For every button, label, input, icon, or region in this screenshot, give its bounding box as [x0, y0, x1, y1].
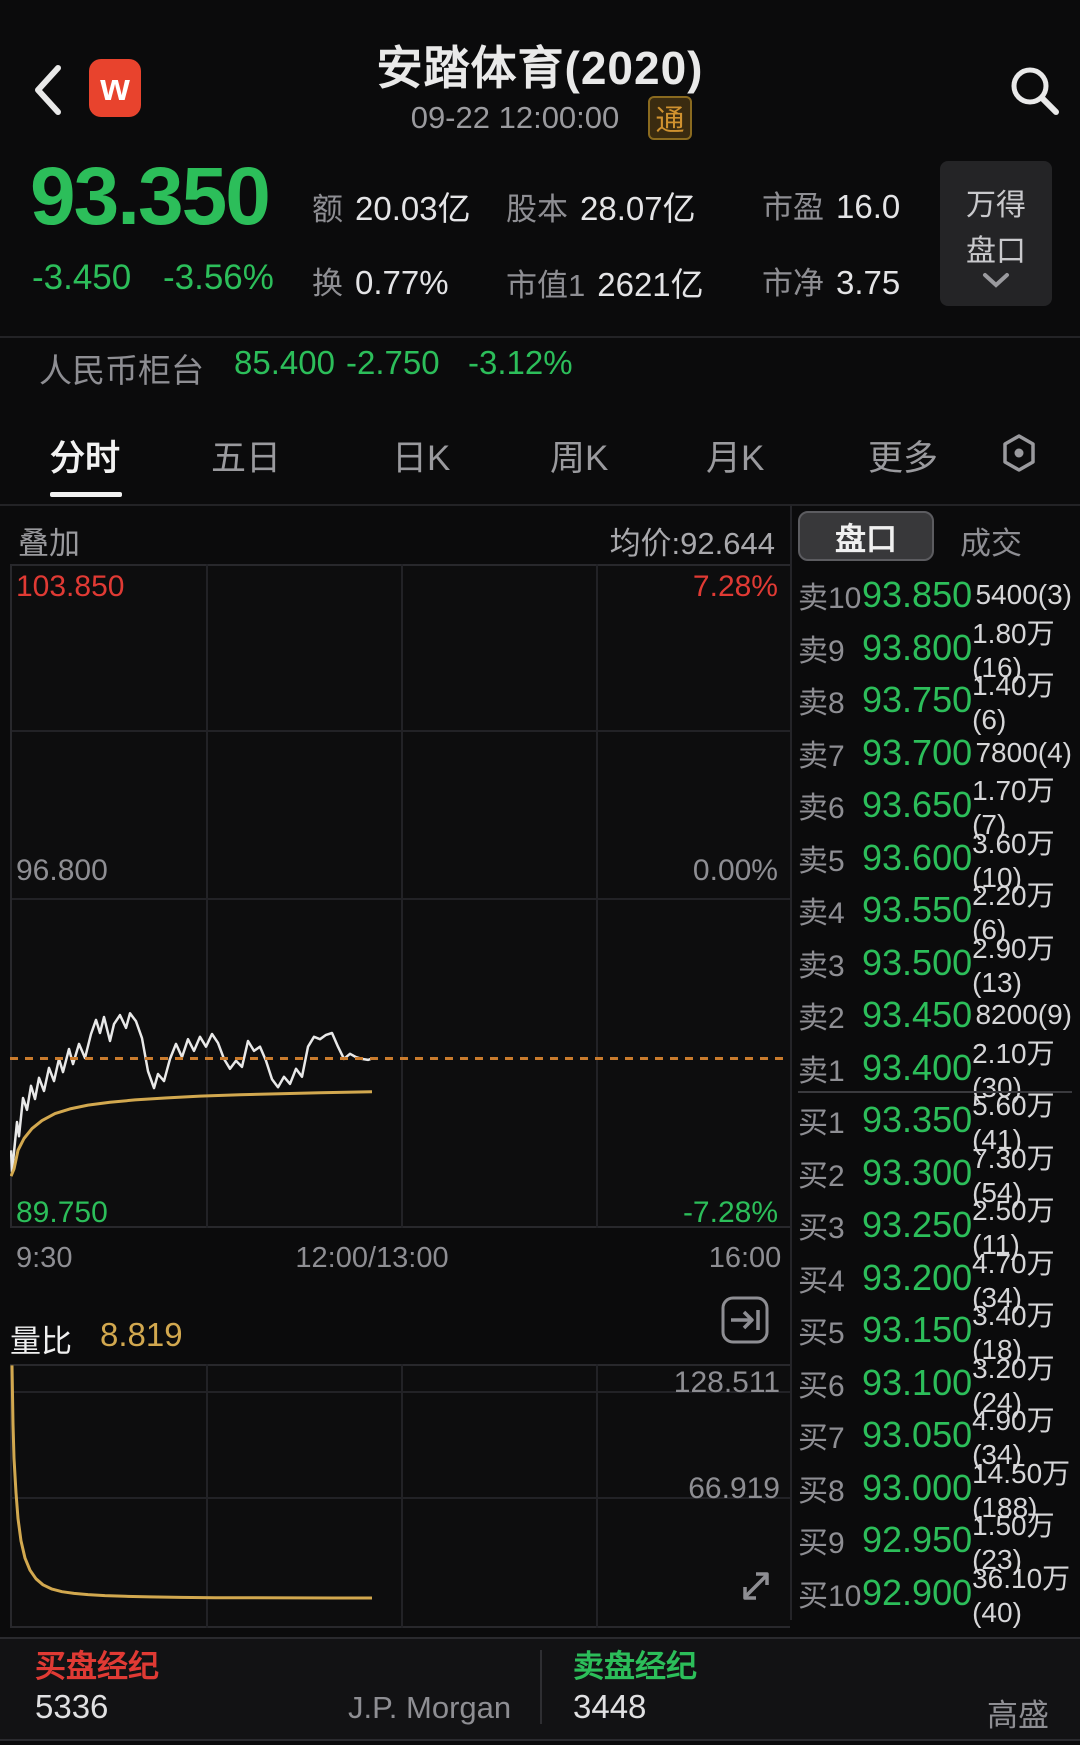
stat-market-cap: 市值1 2621亿	[506, 266, 704, 303]
ask-row-4: 卖4 93.550 2.20万(6)	[798, 880, 1055, 945]
bid-row-5: 买5 93.150 3.40万(18)	[798, 1300, 1055, 1365]
quote-datetime: 09-22 12:00:00	[410, 100, 620, 135]
volume-ratio-chart[interactable]	[10, 1364, 790, 1628]
tab-intraday[interactable]: 分时	[50, 439, 121, 478]
back-icon[interactable]	[30, 62, 66, 118]
time-label-close: 16:00	[708, 1242, 782, 1274]
selected-tab-underline	[50, 492, 122, 497]
chart-high-label: 103.850	[16, 570, 125, 603]
rmb-counter-change: -2.750	[346, 344, 440, 381]
price-change-pct: -3.56%	[163, 258, 274, 297]
ask-row-3: 卖3 93.500 2.90万(13)	[798, 933, 1055, 998]
ask-row-2: 卖2 93.450 8200(9)	[798, 994, 1072, 1035]
intraday-chart[interactable]	[10, 564, 790, 1228]
wind-logo[interactable]: w	[89, 59, 141, 117]
bid-row-2: 买2 93.300 7.30万(54)	[798, 1143, 1055, 1208]
ask-row-10: 卖10 93.850 5400(3)	[798, 574, 1072, 615]
last-price: 93.350	[30, 151, 271, 242]
time-label-open: 9:30	[16, 1242, 73, 1274]
sell-broker-name: 高盛	[987, 1698, 1049, 1733]
tab-monthly-k[interactable]: 月K	[706, 439, 765, 478]
volume-ratio-label: 量比	[10, 1324, 72, 1359]
bid-row-8: 买8 93.000 14.50万(188)	[798, 1458, 1071, 1523]
orderbook-mid-divider	[798, 1091, 1072, 1093]
chart-mid-pct-label: 0.00%	[692, 854, 778, 887]
tab-orderbook[interactable]: 盘口	[798, 511, 934, 561]
bid-row-9: 买9 92.950 1.50万(23)	[798, 1510, 1055, 1575]
tab-5day[interactable]: 五日	[211, 439, 282, 478]
tab-daily-k[interactable]: 日K	[392, 439, 451, 478]
ask-row-1: 卖1 93.400 2.10万(30)	[798, 1038, 1055, 1103]
broker-bar-divider	[540, 1650, 542, 1724]
tab-more[interactable]: 更多	[868, 439, 939, 478]
chart-low-pct-label: -7.28%	[682, 1196, 778, 1229]
expand-chart-icon[interactable]	[732, 1562, 780, 1610]
volume-ratio-value: 8.819	[100, 1316, 183, 1353]
price-change: -3.450	[32, 258, 132, 297]
ratio-ylabel-lower: 66.919	[688, 1472, 780, 1505]
tab-weekly-k[interactable]: 周K	[550, 439, 609, 478]
ask-row-8: 卖8 93.750 1.40万(6)	[798, 670, 1055, 735]
bid-row-10: 买10 92.900 36.10万(40)	[798, 1563, 1071, 1628]
avg-price-label: 均价:92.644	[609, 526, 775, 561]
kline-settings-icon[interactable]	[998, 432, 1040, 474]
stat-shares: 股本 28.07亿	[506, 190, 696, 227]
time-label-noon: 12:00/13:00	[295, 1242, 449, 1274]
ask-row-7: 卖7 93.700 7800(4)	[798, 732, 1072, 773]
jump-to-latest-icon[interactable]	[721, 1296, 769, 1344]
stock-connect-badge: 通	[648, 96, 692, 140]
wande-pankou-line2: 盘口	[966, 234, 1026, 268]
orderbook-separator	[790, 505, 792, 1620]
wande-pankou-line1: 万得	[966, 188, 1026, 222]
ask-row-5: 卖5 93.600 3.60万(10)	[798, 828, 1055, 893]
ask-row-9: 卖9 93.800 1.80万(16)	[798, 618, 1055, 683]
buy-broker-name: J.P. Morgan	[348, 1690, 512, 1725]
page-title: 安踏体育(2020)	[376, 42, 704, 94]
chevron-down-icon	[983, 272, 1009, 288]
sell-broker-title: 卖盘经纪	[573, 1649, 697, 1684]
chart-low-label: 89.750	[16, 1196, 108, 1229]
stat-pe: 市盈 16.0	[762, 188, 901, 225]
bid-row-7: 买7 93.050 4.90万(34)	[798, 1405, 1055, 1470]
rmb-counter-price: 85.400	[234, 344, 335, 381]
stat-turnover-rate: 换 0.77%	[312, 264, 449, 301]
bid-row-1: 买1 93.350 5.60万(41)	[798, 1090, 1055, 1155]
chart-mid-label: 96.800	[16, 854, 108, 887]
bid-row-4: 买4 93.200 4.70万(34)	[798, 1248, 1055, 1313]
section-divider	[0, 336, 1080, 338]
ask-row-6: 卖6 93.650 1.70万(7)	[798, 775, 1055, 840]
stat-turnover: 额 20.03亿	[312, 190, 471, 227]
search-icon[interactable]	[1006, 62, 1062, 118]
chart-high-pct-label: 7.28%	[692, 570, 778, 603]
tabs-divider	[0, 504, 1080, 506]
overlay-button[interactable]: 叠加	[18, 526, 80, 561]
sell-broker-id: 3448	[573, 1688, 647, 1725]
bid-row-3: 买3 93.250 2.50万(11)	[798, 1195, 1055, 1260]
rmb-counter-label: 人民币柜台	[39, 352, 204, 389]
ratio-ylabel-upper: 128.511	[673, 1366, 780, 1399]
stat-pb: 市净 3.75	[762, 264, 901, 301]
wande-pankou-button[interactable]: 万得 盘口	[940, 161, 1052, 306]
tab-trades[interactable]: 成交	[960, 526, 1022, 561]
buy-broker-id: 5336	[35, 1688, 109, 1725]
buy-broker-title: 买盘经纪	[35, 1649, 159, 1684]
rmb-counter-change-pct: -3.12%	[468, 344, 573, 381]
bid-row-6: 买6 93.100 3.20万(24)	[798, 1353, 1055, 1418]
